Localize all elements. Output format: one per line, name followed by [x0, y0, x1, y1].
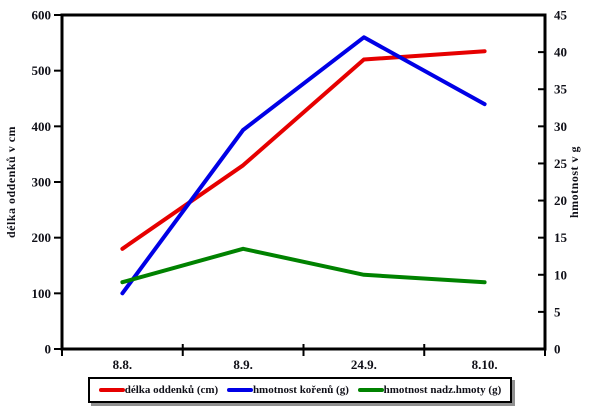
right-axis-tick-label: 40 — [554, 45, 567, 60]
left-axis-tick-label: 100 — [32, 286, 52, 301]
x-axis-category-label: 8.9. — [233, 357, 253, 372]
right-axis-tick-label: 10 — [554, 267, 567, 282]
x-axis-category-label: 8.10. — [472, 357, 498, 372]
legend-item-0: délka oddenků (cm) — [98, 384, 219, 396]
legend-item-label: hmotnost kořenů (g) — [252, 384, 349, 396]
series-line-0 — [120, 49, 487, 251]
legend-marker-1 — [226, 388, 253, 392]
legend-marker-0 — [98, 388, 125, 392]
legend-item-label: hmotnost nadz.hmoty (g) — [383, 384, 502, 396]
left-axis-tick-label: 300 — [32, 175, 52, 190]
left-axis-tick-label: 400 — [32, 119, 52, 134]
series-line-2 — [120, 246, 487, 285]
left-axis-tick-label: 600 — [32, 8, 52, 23]
legend: délka oddenků (cm) hmotnost kořenů (g) hmo… — [88, 377, 512, 403]
right-axis-tick-label: 30 — [554, 119, 567, 134]
x-axis-category-label: 24.9. — [351, 357, 377, 372]
right-axis-tick-label: 20 — [554, 193, 567, 208]
right-axis-tick-label: 25 — [554, 156, 568, 171]
left-axis-tick-label: 200 — [32, 230, 52, 245]
legend-marker-2 — [357, 388, 384, 392]
right-axis-tick-label: 35 — [554, 82, 568, 97]
series-line-1 — [120, 35, 487, 296]
plot-frame — [60, 13, 547, 351]
legend-item-label: délka oddenků (cm) — [124, 384, 219, 396]
right-axis-tick-label: 15 — [554, 230, 568, 245]
right-axis-tick-label: 0 — [554, 342, 561, 357]
legend-item-2: hmotnost nadz.hmoty (g) — [357, 384, 502, 396]
left-axis-tick-label: 0 — [45, 342, 52, 357]
right-axis-tick-label: 45 — [554, 8, 568, 23]
right-axis-title: hmotnost v g — [567, 146, 581, 219]
legend-item-1: hmotnost kořenů (g) — [226, 384, 349, 396]
x-axis-category-label: 8.8. — [113, 357, 133, 372]
left-axis-tick-label: 500 — [32, 63, 52, 78]
right-axis-tick-label: 5 — [554, 304, 561, 319]
left-axis-title: délka oddenků v cm — [4, 125, 18, 239]
